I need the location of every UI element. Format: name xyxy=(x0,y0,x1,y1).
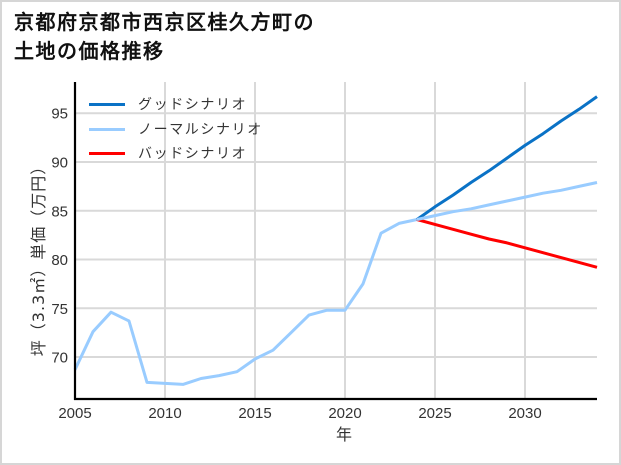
x-tick-labels: 2005 2010 2015 2020 2025 2030 xyxy=(58,405,541,422)
series-line-good xyxy=(416,95,598,221)
legend-swatch-good xyxy=(89,103,125,106)
data-series xyxy=(73,95,598,386)
legend-label-good: グッドシナリオ xyxy=(138,97,248,113)
y-tick-labels: 70 75 80 85 90 95 xyxy=(51,106,68,367)
legend-label-bad: バッドシナリオ xyxy=(138,146,248,162)
x-axis-label: 年 xyxy=(335,425,353,444)
x-tick-label: 2010 xyxy=(148,405,181,422)
y-axis-label: 坪（3.3㎡）単価（万円） xyxy=(29,157,48,357)
y-tick-label: 75 xyxy=(51,301,68,318)
legend-item-good: グッドシナリオ xyxy=(89,93,289,117)
legend-swatch-normal xyxy=(89,128,125,131)
chart-title: 京都府京都市西京区桂久方町の 土地の価格推移 xyxy=(14,8,315,66)
series-line-normal xyxy=(416,181,598,221)
x-tick-label: 2015 xyxy=(238,405,271,422)
chart-title-line-2: 土地の価格推移 xyxy=(14,39,165,63)
gridlines xyxy=(75,82,597,399)
y-tick-label: 90 xyxy=(51,154,68,171)
x-tick-label: 2005 xyxy=(58,405,91,422)
series-line-bad xyxy=(416,218,598,269)
x-tick-label: 2020 xyxy=(328,405,361,422)
y-tick-label: 85 xyxy=(51,203,68,220)
y-tick-label: 70 xyxy=(51,350,68,367)
x-tick-label: 2030 xyxy=(508,405,541,422)
legend-item-bad: バッドシナリオ xyxy=(89,142,289,166)
legend-item-normal: ノーマルシナリオ xyxy=(89,118,289,142)
legend-swatch-bad xyxy=(89,152,125,155)
x-tick-label: 2025 xyxy=(418,405,451,422)
axis-spines xyxy=(73,82,597,401)
legend-label-normal: ノーマルシナリオ xyxy=(138,122,263,138)
series-line-history xyxy=(73,218,418,386)
chart-title-line-1: 京都府京都市西京区桂久方町の xyxy=(14,10,315,34)
y-tick-label: 95 xyxy=(51,106,68,123)
y-tick-label: 80 xyxy=(51,252,68,269)
